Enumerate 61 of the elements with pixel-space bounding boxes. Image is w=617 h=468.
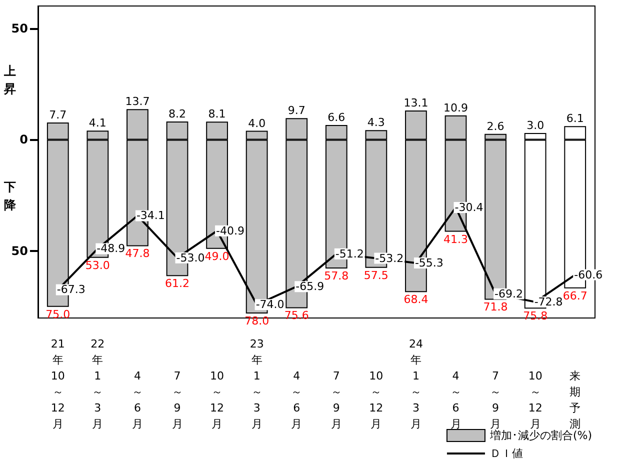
annotation: 57.8 [324, 270, 349, 283]
data-label: 7.7 [49, 108, 67, 122]
annotation: 47.8 [125, 247, 150, 260]
annotation: 66.7 [562, 289, 588, 302]
legend-label: ＤＩ値 [490, 447, 523, 460]
annotation: 57.5 [364, 268, 388, 282]
x-tick-label: 4～6月 [450, 370, 462, 430]
annotation: 71.8 [483, 300, 508, 314]
x-tick-label: 来期予測 [570, 370, 581, 430]
data-label: 10.9 [444, 101, 468, 114]
data-label: -60.6 [574, 268, 603, 282]
data-label: -53.0 [176, 251, 205, 264]
annotation: 68.4 [404, 293, 428, 306]
x-tick-label: 10～12月 [369, 370, 384, 430]
x-tick-label: 10～12月 [528, 370, 542, 430]
x-tick-label: 23年1～3月 [250, 338, 264, 430]
data-label: -65.9 [296, 280, 324, 294]
x-tick-label: 7～9月 [490, 370, 502, 430]
y-tick-label: 50 [11, 244, 28, 258]
data-label: -51.2 [335, 247, 364, 260]
data-label: 8.2 [168, 107, 186, 120]
data-label: -72.8 [534, 295, 563, 308]
x-tick-label: 21年10～12月 [50, 338, 65, 430]
x-tick-label: 10～12月 [210, 370, 224, 430]
annotation: 78.0 [244, 314, 270, 328]
data-label: 2.6 [486, 120, 504, 133]
data-label: -53.2 [375, 252, 404, 265]
data-label: 6.6 [328, 111, 346, 124]
y-tick-label: 0 [20, 132, 28, 147]
data-label: 4.1 [88, 116, 106, 130]
data-label: -30.4 [454, 200, 484, 214]
y-tick-label: 50 [11, 21, 28, 36]
data-label: -34.1 [136, 209, 165, 222]
data-label: -40.9 [216, 224, 245, 238]
data-label: -74.0 [256, 298, 284, 312]
data-label: 9.7 [288, 104, 306, 118]
legend-label: 増加･減少の割合(%) [488, 429, 592, 442]
data-label: 4.3 [367, 116, 385, 130]
data-label: -48.9 [96, 242, 126, 256]
x-tick-label: 7～9月 [330, 370, 342, 430]
text: 下降 [3, 180, 17, 212]
data-label: -69.2 [494, 287, 524, 300]
annotation: 61.2 [165, 277, 190, 290]
data-label: 6.1 [566, 112, 584, 126]
data-label: 13.7 [125, 95, 150, 108]
data-label: -55.3 [414, 256, 444, 270]
data-label: 3.0 [526, 119, 544, 132]
annotation: 41.3 [444, 232, 468, 246]
data-label: 8.1 [208, 108, 226, 121]
data-label: 13.1 [404, 96, 428, 110]
annotation: 53.0 [85, 258, 110, 272]
data-label: 4.0 [248, 116, 266, 130]
text: 上昇 [3, 64, 16, 96]
x-tick-label: 4～6月 [291, 370, 302, 430]
x-tick-label: 4～6月 [132, 370, 143, 430]
annotation: 75.0 [46, 308, 70, 321]
x-tick-label: 22年1～3月 [90, 338, 105, 430]
data-label: -67.3 [56, 283, 86, 296]
x-tick-label: 7～9月 [172, 370, 183, 430]
annotation: 49.0 [204, 250, 230, 263]
x-tick-label: 24年1～3月 [408, 338, 423, 430]
